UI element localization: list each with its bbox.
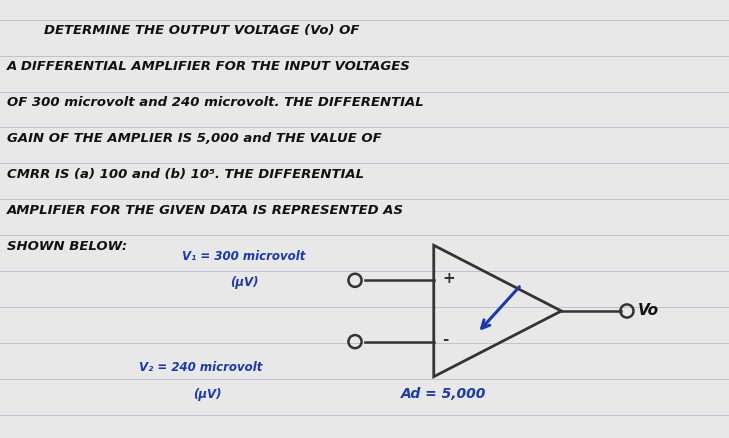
Text: (μV): (μV) [193,388,222,401]
Text: OF 300 microvolt and 240 microvolt. THE DIFFERENTIAL: OF 300 microvolt and 240 microvolt. THE … [7,96,424,109]
Text: V₂ = 240 microvolt: V₂ = 240 microvolt [139,361,262,374]
Text: Vo: Vo [638,304,659,318]
Text: (μV): (μV) [230,276,258,289]
Text: CMRR IS (a) 100 and (b) 10⁵. THE DIFFERENTIAL: CMRR IS (a) 100 and (b) 10⁵. THE DIFFERE… [7,168,364,181]
Text: V₁ = 300 microvolt: V₁ = 300 microvolt [182,250,305,263]
Text: -: - [443,332,449,347]
Text: AMPLIFIER FOR THE GIVEN DATA IS REPRESENTED AS: AMPLIFIER FOR THE GIVEN DATA IS REPRESEN… [7,204,405,217]
Text: GAIN OF THE AMPLIER IS 5,000 and THE VALUE OF: GAIN OF THE AMPLIER IS 5,000 and THE VAL… [7,132,382,145]
Text: DETERMINE THE OUTPUT VOLTAGE (Vo) OF: DETERMINE THE OUTPUT VOLTAGE (Vo) OF [7,24,359,37]
Text: SHOWN BELOW:: SHOWN BELOW: [7,240,128,253]
Text: A DIFFERENTIAL AMPLIFIER FOR THE INPUT VOLTAGES: A DIFFERENTIAL AMPLIFIER FOR THE INPUT V… [7,60,411,73]
Text: +: + [443,271,455,286]
Text: Ad = 5,000: Ad = 5,000 [401,387,486,401]
